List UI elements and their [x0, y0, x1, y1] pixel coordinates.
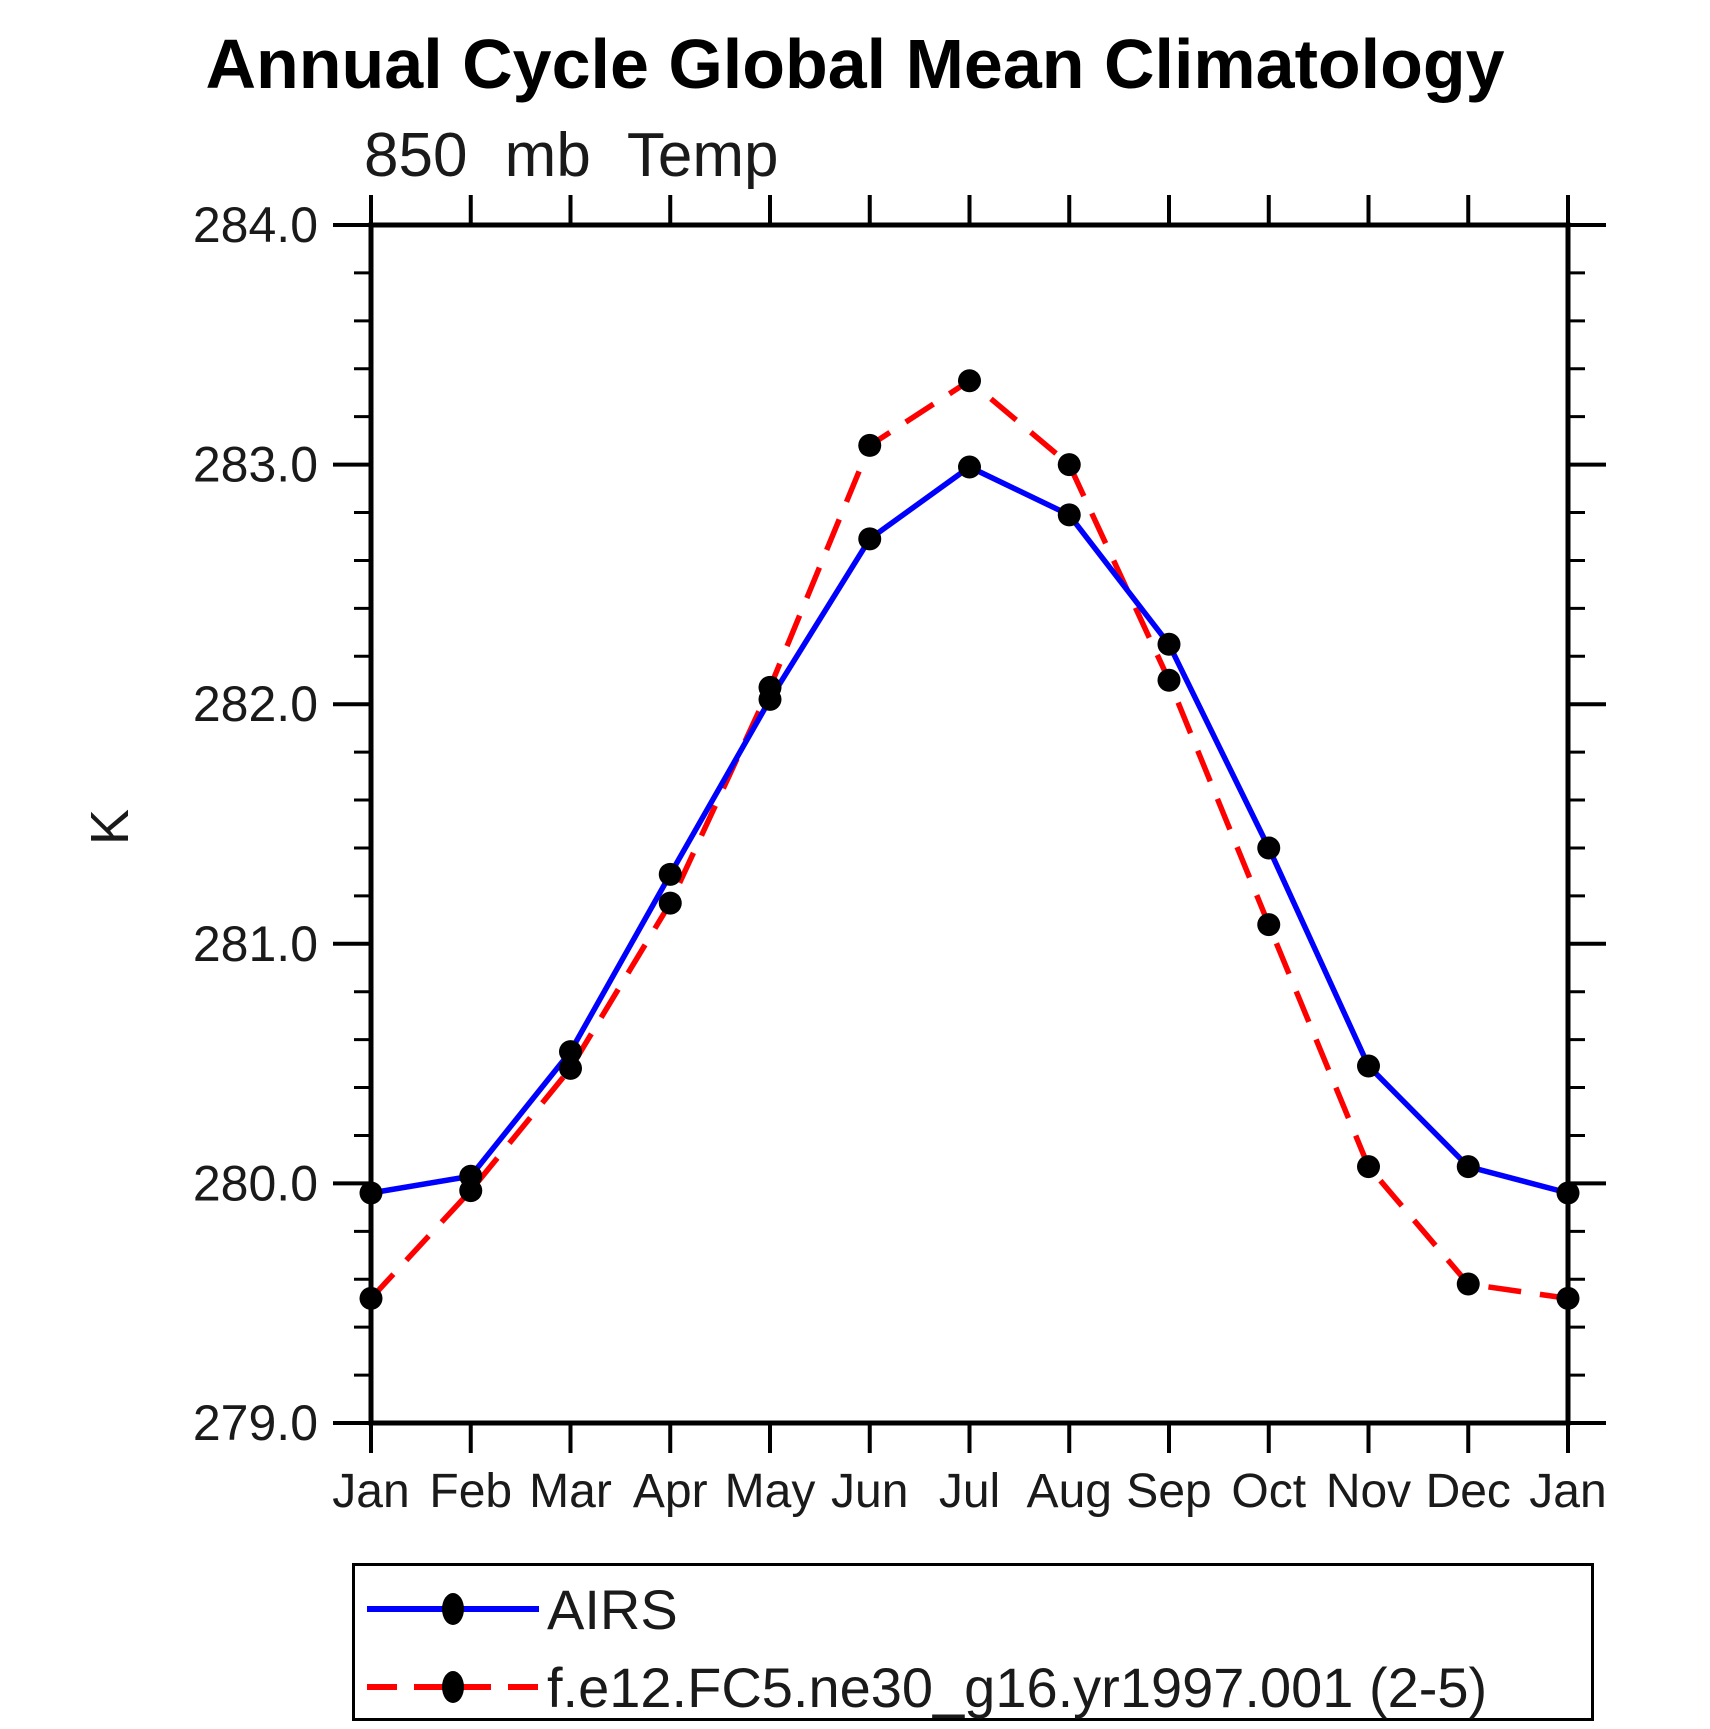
x-tick-label: Mar — [529, 1465, 612, 1518]
x-tick-label: Aug — [1027, 1465, 1112, 1518]
data-point-airs — [559, 1040, 582, 1064]
legend-line-sample — [367, 1671, 539, 1703]
x-tick-label: Nov — [1326, 1465, 1411, 1518]
data-point-airs — [359, 1181, 383, 1205]
data-point-model — [359, 1286, 383, 1310]
legend-marker-icon — [442, 1593, 464, 1625]
x-tick-label: May — [725, 1465, 816, 1518]
data-point-model — [758, 675, 782, 699]
data-point-airs — [858, 527, 882, 551]
data-point-model — [858, 433, 882, 457]
x-tick-label: Jan — [332, 1465, 409, 1518]
series-line-airs — [370, 463, 1569, 1196]
data-point-airs — [1556, 1181, 1580, 1205]
data-point-model — [459, 1179, 483, 1203]
legend-entry-model: f.e12.FC5.ne30_g16.yr1997.001 (2-5) — [363, 1656, 1487, 1719]
chart-subtitle: 850 mb Temp — [364, 121, 779, 190]
series-line-model — [368, 377, 1569, 1302]
legend-marker-icon — [442, 1671, 464, 1703]
y-tick-label: 281.0 — [193, 916, 318, 972]
y-tick-label: 282.0 — [193, 676, 318, 732]
y-tick-label: 280.0 — [193, 1155, 318, 1211]
y-tick-label: 283.0 — [193, 437, 318, 493]
y-tick-label: 284.0 — [193, 197, 318, 253]
legend-label: f.e12.FC5.ne30_g16.yr1997.001 (2-5) — [547, 1655, 1488, 1719]
data-point-model — [1456, 1272, 1480, 1296]
data-point-airs — [658, 862, 682, 886]
data-point-airs — [1157, 632, 1181, 656]
x-tick-label: Feb — [429, 1465, 512, 1518]
data-point-airs — [1357, 1054, 1380, 1078]
data-point-airs — [1257, 836, 1281, 860]
data-point-airs — [1057, 503, 1081, 527]
data-point-model — [559, 1056, 582, 1080]
x-tick-label: Jul — [939, 1465, 1000, 1518]
y-tick-label: 279.0 — [193, 1395, 318, 1451]
legend-label: AIRS — [547, 1577, 678, 1641]
data-point-model — [1157, 668, 1181, 692]
data-point-model — [1556, 1286, 1580, 1310]
legend-line-sample — [367, 1593, 539, 1625]
data-point-airs — [1456, 1155, 1480, 1179]
legend: AIRS f.e12.FC5.ne30_g16.yr1997.001 (2-5) — [352, 1563, 1594, 1721]
legend-entry-airs: AIRS — [363, 1578, 678, 1641]
data-point-model — [658, 891, 682, 915]
data-point-model — [1057, 453, 1081, 477]
x-tick-label: Jan — [1529, 1465, 1606, 1518]
x-tick-label: Jun — [831, 1465, 908, 1518]
chart-title: Annual Cycle Global Mean Climatology — [205, 25, 1505, 103]
data-point-model — [1257, 913, 1281, 937]
x-tick-label: Sep — [1126, 1465, 1211, 1518]
x-tick-label: Oct — [1231, 1465, 1306, 1518]
plot-frame — [368, 222, 1571, 1426]
data-point-model — [1357, 1155, 1380, 1179]
x-tick-label: Dec — [1426, 1465, 1511, 1518]
x-tick-label: Apr — [633, 1465, 708, 1518]
data-point-airs — [958, 455, 981, 479]
data-point-model — [958, 369, 981, 393]
